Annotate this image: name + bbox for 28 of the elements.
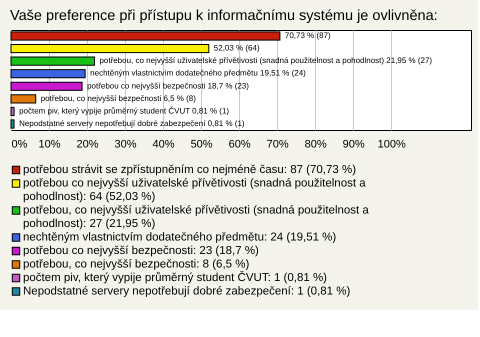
- x-tick-label: 10%: [38, 138, 61, 150]
- legend-label: potřebou co nejvyšší uživatelské přívětivosti (snadná použitelnost a pohodlnost): 64 (52,03 %): [23, 178, 366, 203]
- x-tick-label: 60%: [228, 138, 251, 150]
- x-tick-label: 40%: [152, 138, 175, 150]
- data-label: nechtěným vlastnictvím dodatečného předmětu 19,51 % (24): [90, 68, 306, 78]
- x-tick-label: 100%: [378, 138, 406, 150]
- data-label: potřebou, co nejvyšší uživatelské přívětivosti (snadná použitelnost a pohodlnost) 21,95 % (27): [99, 56, 432, 66]
- chart-title: Vaše preference při přístupu k informačnímu systému je ovlivněna:: [10, 8, 438, 24]
- legend-label: nechtěným vlastnictvím dodatečného předmětu: 24 (19,51 %): [23, 232, 336, 244]
- legend-label: Nepodstatné servery nepotřebují dobré zabezpečení: 1 (0,81 %): [23, 286, 350, 298]
- x-tick-label: 0%: [12, 138, 28, 150]
- x-tick-label: 70%: [266, 138, 289, 150]
- data-label: 70,73 % (87): [284, 30, 332, 40]
- legend-label: počtem piv, který vypije průměrný student ČVUT: 1 (0,81 %): [23, 270, 328, 284]
- legend-label: potřebou, co nejvyšší uživatelské přívětivosti (snadná použitelnost a pohodlnost): 27 (21,95 %): [23, 204, 370, 230]
- data-label: potřebou, co nejvyšší bezpečnosti 6,5 % (8): [40, 94, 196, 103]
- x-tick-label: 50%: [190, 138, 213, 150]
- x-tick-label: 90%: [342, 138, 365, 150]
- x-tick-label: 80%: [304, 138, 327, 150]
- data-label: počtem piv, který vypije průměrný student ČVUT 0,81 % (1): [19, 106, 230, 116]
- legend-label: potřebou strávit se zpřístupněním co nejméně času: 87 (70,73 %): [23, 164, 356, 176]
- x-tick-label: 20%: [76, 138, 99, 150]
- legend-label: potřebou, co nejvyšší bezpečnosti: 8 (6,5 %): [23, 258, 250, 270]
- data-label: 52,03 % (64): [214, 44, 260, 53]
- legend-label: potřebou co nejvyšší bezpečnosti: 23 (18,7 %): [23, 245, 260, 257]
- data-label: Nepodstatné servery nepotřebují dobré zabezpečení 0,81 % (1): [19, 119, 245, 128]
- x-tick-label: 30%: [114, 138, 137, 150]
- data-label: potřebou co nejvyšší bezpečnosti 18,7 % (23): [87, 81, 250, 90]
